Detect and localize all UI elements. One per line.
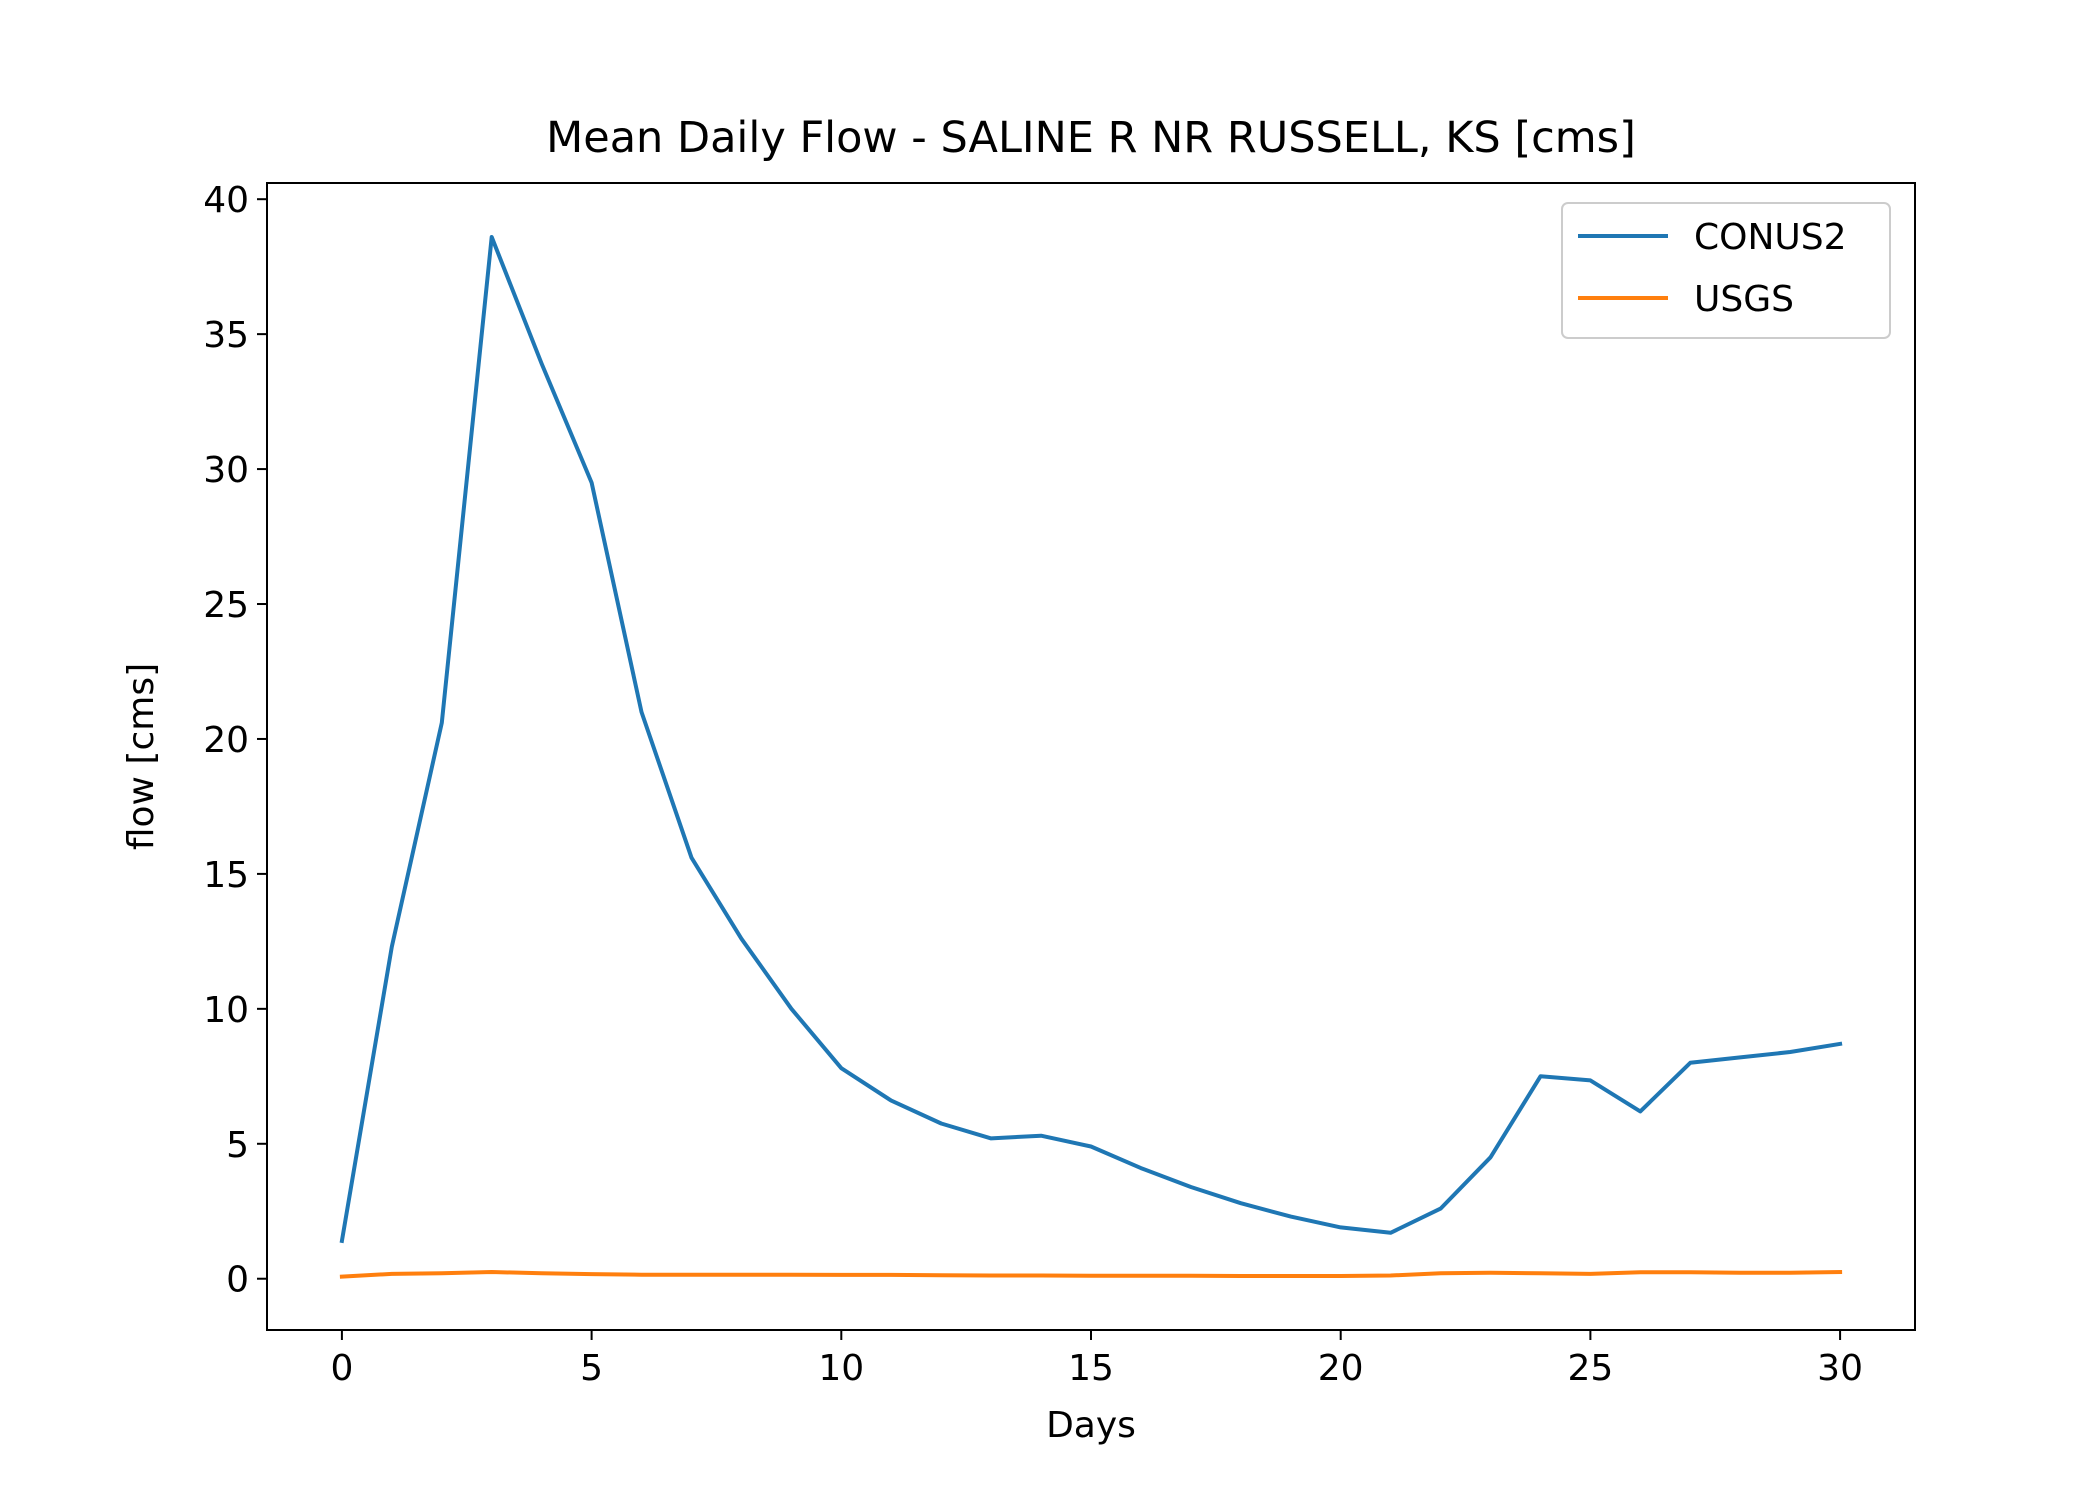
y-tick-label: 30 [203, 450, 249, 491]
y-tick-label: 40 [203, 180, 249, 221]
legend-label-conus2: CONUS2 [1694, 217, 1847, 258]
x-tick-label: 30 [1817, 1348, 1863, 1389]
x-axis-label: Days [1046, 1405, 1136, 1446]
legend: CONUS2 USGS [1561, 202, 1891, 339]
y-axis-label: flow [cms] [121, 663, 162, 850]
x-tick-label: 25 [1567, 1348, 1613, 1389]
y-tick-label: 10 [203, 990, 249, 1031]
x-tick-label: 5 [580, 1348, 603, 1389]
x-tick-label: 15 [1068, 1348, 1114, 1389]
y-tick-label: 5 [226, 1125, 249, 1166]
y-tick-label: 25 [203, 585, 249, 626]
x-tick-label: 10 [818, 1348, 864, 1389]
legend-label-usgs: USGS [1694, 279, 1794, 320]
series-line-conus2 [339, 235, 1843, 1244]
y-tick-label: 20 [203, 720, 249, 761]
x-tick-label: 20 [1318, 1348, 1364, 1389]
x-tick-label: 0 [330, 1348, 353, 1389]
x-axis: 0 5 10 15 20 25 30 [330, 1330, 1863, 1389]
y-tick-label: 35 [203, 315, 249, 356]
y-tick-label: 15 [203, 855, 249, 896]
series-line-usgs [339, 1269, 1843, 1279]
y-tick-label: 0 [226, 1260, 249, 1301]
chart-title: Mean Daily Flow - SALINE R NR RUSSELL, K… [546, 113, 1636, 163]
series-layer [339, 235, 1843, 1279]
y-axis: 0 5 10 15 20 25 30 35 40 [203, 180, 267, 1301]
